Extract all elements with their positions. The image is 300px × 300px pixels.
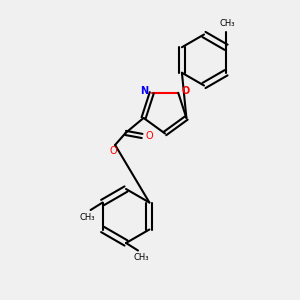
Text: CH₃: CH₃	[80, 213, 95, 222]
Text: N: N	[140, 86, 148, 96]
Text: O: O	[181, 86, 190, 96]
Text: O: O	[110, 146, 117, 157]
Text: O: O	[145, 131, 153, 141]
Text: CH₃: CH₃	[133, 254, 149, 262]
Text: CH₃: CH₃	[220, 19, 235, 28]
